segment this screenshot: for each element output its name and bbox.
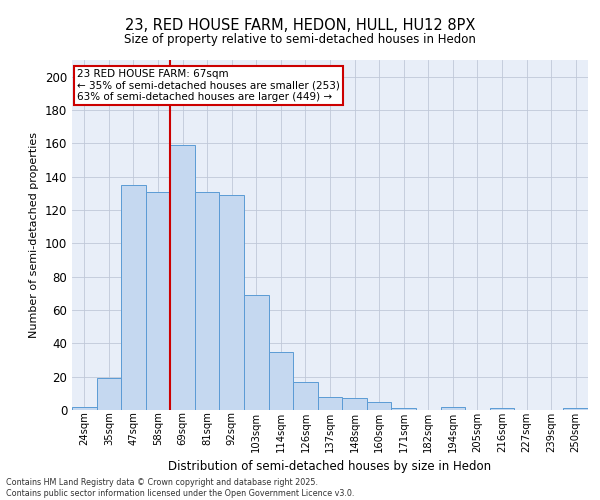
Text: 23, RED HOUSE FARM, HEDON, HULL, HU12 8PX: 23, RED HOUSE FARM, HEDON, HULL, HU12 8P… [125,18,475,32]
Bar [391,408,416,410]
Bar [440,406,465,410]
Bar [97,378,121,410]
Bar [490,408,514,410]
Text: Contains HM Land Registry data © Crown copyright and database right 2025.
Contai: Contains HM Land Registry data © Crown c… [6,478,355,498]
Bar [293,382,318,410]
Bar [269,352,293,410]
Bar [318,396,342,410]
Text: 23 RED HOUSE FARM: 67sqm
← 35% of semi-detached houses are smaller (253)
63% of : 23 RED HOUSE FARM: 67sqm ← 35% of semi-d… [77,69,340,102]
X-axis label: Distribution of semi-detached houses by size in Hedon: Distribution of semi-detached houses by … [169,460,491,473]
Bar [563,408,588,410]
Bar [121,185,146,410]
Bar [220,195,244,410]
Text: Size of property relative to semi-detached houses in Hedon: Size of property relative to semi-detach… [124,32,476,46]
Y-axis label: Number of semi-detached properties: Number of semi-detached properties [29,132,39,338]
Bar [367,402,391,410]
Bar [170,145,195,410]
Bar [72,406,97,410]
Bar [244,295,269,410]
Bar [146,192,170,410]
Bar [342,398,367,410]
Bar [195,192,220,410]
